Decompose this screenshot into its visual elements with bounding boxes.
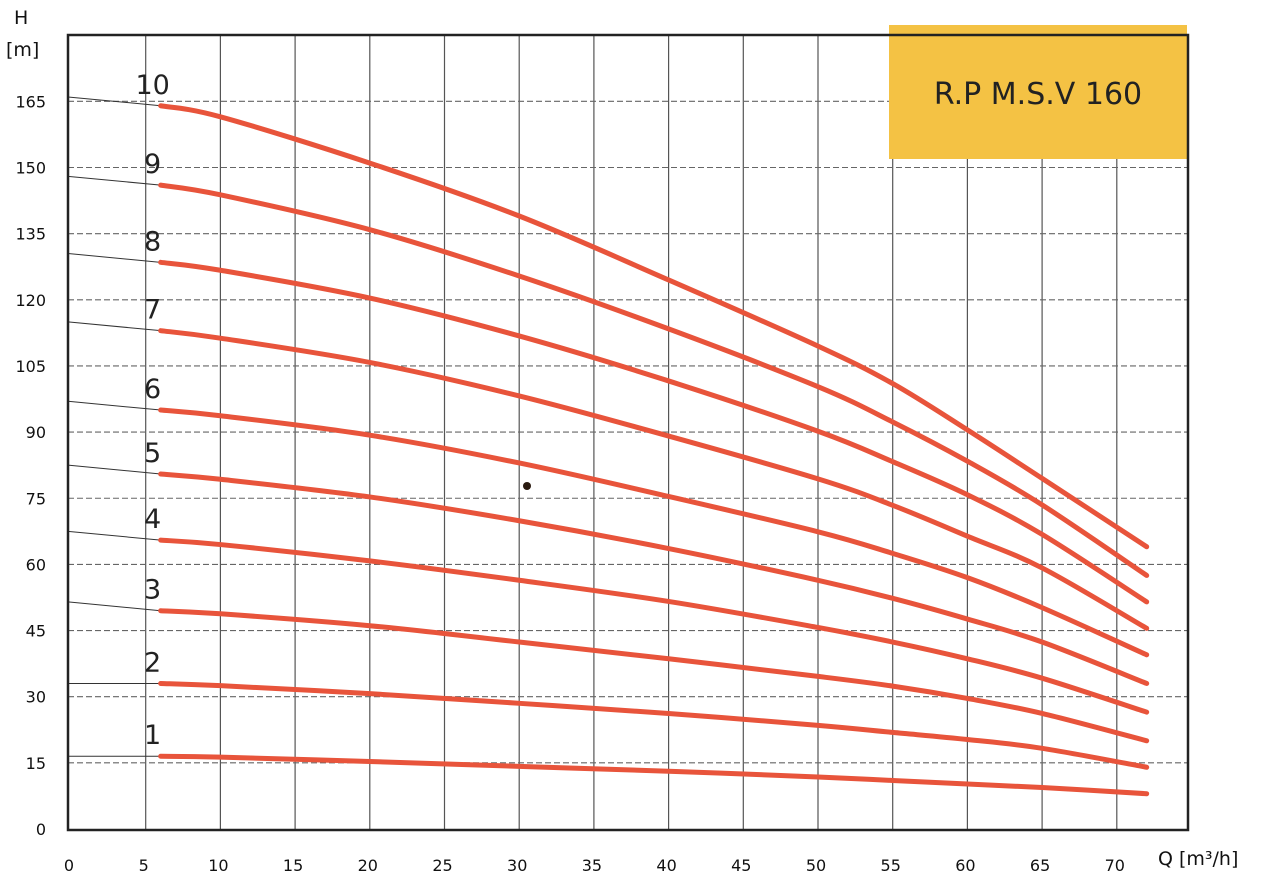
x-tick-label: 15 (283, 856, 303, 875)
y-tick-label: 30 (26, 688, 46, 707)
pump-curve-2 (158, 680, 1150, 770)
lead-line (67, 321, 161, 332)
lead-line (67, 252, 161, 263)
y-tick-label: 165 (15, 92, 46, 111)
lead-line (67, 601, 161, 612)
y-tick-label: 0 (36, 820, 46, 839)
pump-curve-9 (158, 182, 1150, 578)
lead-line (67, 96, 161, 107)
curve-label-9: 9 (144, 149, 161, 180)
x-tick-labels: 0 5 10 15 20 25 30 35 40 45 50 55 60 65 70 (64, 856, 1125, 875)
x-tick-label: 45 (731, 856, 751, 875)
title-box (889, 25, 1187, 159)
y-tick-label: 75 (26, 489, 46, 508)
x-tick-label: 70 (1105, 856, 1125, 875)
curve-label-4: 4 (144, 504, 161, 535)
x-tick-label: 10 (208, 856, 228, 875)
x-tick-label: 50 (806, 856, 826, 875)
grid (68, 35, 1188, 829)
x-tick-label: 25 (432, 856, 452, 875)
pump-curve-8 (158, 259, 1150, 605)
curve-label-8: 8 (144, 226, 161, 257)
curve-label-1: 1 (144, 720, 161, 751)
lead-line (67, 400, 161, 411)
y-tick-label: 120 (15, 291, 46, 310)
curve-label-10: 10 (135, 70, 169, 101)
curve-label-7: 7 (144, 295, 161, 326)
x-tick-label: 35 (582, 856, 602, 875)
chart-title: R.P M.S.V 160 (934, 77, 1142, 112)
y-tick-labels: 0 15 30 45 60 75 90 105 120 135 150 165 (15, 92, 46, 839)
x-tick-label: 30 (507, 856, 527, 875)
curve-label-5: 5 (144, 438, 161, 469)
x-tick-label: 65 (1030, 856, 1050, 875)
shutoff-lead-lines (67, 96, 161, 757)
stray-dot (523, 482, 531, 490)
y-tick-label: 135 (15, 225, 46, 244)
lead-line (67, 530, 161, 541)
pump-curve-7 (158, 328, 1150, 631)
lead-line (67, 464, 161, 475)
pump-curve-5 (158, 471, 1150, 686)
curve-label-3: 3 (144, 575, 161, 606)
x-tick-label: 55 (881, 856, 901, 875)
lead-line (67, 175, 161, 186)
pump-curve-1 (158, 753, 1150, 797)
y-axis-title: H (14, 7, 28, 29)
pump-curve-6 (158, 407, 1150, 658)
x-axis-title: Q [m³/h] (1158, 848, 1238, 870)
pump-curve-10 (158, 103, 1150, 550)
y-axis-unit: [m] (6, 39, 39, 61)
pump-curve-4 (158, 537, 1150, 715)
curve-label-6: 6 (144, 374, 161, 405)
x-tick-label: 5 (139, 856, 149, 875)
curves (158, 103, 1150, 797)
y-tick-label: 105 (15, 357, 46, 376)
y-tick-label: 60 (26, 555, 46, 574)
x-tick-label: 0 (64, 856, 74, 875)
plot-frame (66, 33, 1190, 832)
pump-curve-3 (158, 608, 1150, 744)
y-tick-label: 45 (26, 622, 46, 641)
y-tick-label: 15 (26, 754, 46, 773)
curve-labels: 1 2 3 4 5 6 7 8 9 10 (135, 70, 169, 751)
x-tick-label: 60 (955, 856, 975, 875)
y-tick-label: 150 (15, 159, 46, 178)
curve-label-2: 2 (144, 647, 161, 678)
x-tick-label: 20 (358, 856, 378, 875)
x-tick-label: 40 (656, 856, 676, 875)
y-tick-label: 90 (26, 423, 46, 442)
